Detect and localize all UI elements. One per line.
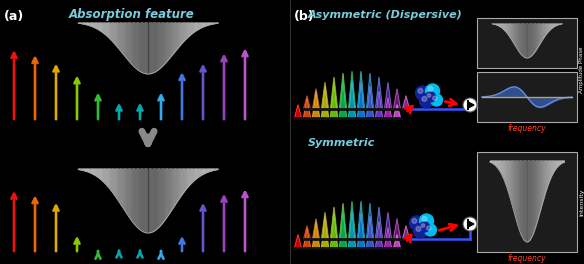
Polygon shape xyxy=(304,228,311,248)
Polygon shape xyxy=(339,73,346,109)
Circle shape xyxy=(428,86,433,91)
Circle shape xyxy=(419,94,433,108)
Polygon shape xyxy=(384,212,391,239)
Circle shape xyxy=(425,224,436,236)
Circle shape xyxy=(419,214,433,228)
Polygon shape xyxy=(322,216,328,248)
Polygon shape xyxy=(376,91,383,118)
Text: (b): (b) xyxy=(294,10,315,23)
Polygon shape xyxy=(312,219,319,239)
Polygon shape xyxy=(339,80,346,118)
Polygon shape xyxy=(349,71,356,109)
Polygon shape xyxy=(357,82,364,118)
Polygon shape xyxy=(322,86,328,118)
Polygon shape xyxy=(376,221,383,248)
Polygon shape xyxy=(331,77,338,109)
Text: (a): (a) xyxy=(4,10,25,23)
Polygon shape xyxy=(304,96,311,109)
Text: frequency: frequency xyxy=(507,254,546,263)
Polygon shape xyxy=(394,89,401,109)
Polygon shape xyxy=(367,203,374,239)
Circle shape xyxy=(433,96,437,100)
Text: Symmetric: Symmetric xyxy=(308,138,376,148)
Circle shape xyxy=(416,227,421,231)
Polygon shape xyxy=(331,207,338,239)
Polygon shape xyxy=(394,105,401,118)
Circle shape xyxy=(463,217,477,231)
Text: Intensity: Intensity xyxy=(579,188,584,216)
Polygon shape xyxy=(331,82,338,118)
Circle shape xyxy=(409,216,423,230)
Polygon shape xyxy=(294,105,301,118)
Polygon shape xyxy=(367,216,374,248)
Circle shape xyxy=(422,216,427,221)
Circle shape xyxy=(412,218,417,223)
Polygon shape xyxy=(312,91,319,118)
Circle shape xyxy=(427,94,431,97)
Circle shape xyxy=(418,88,423,93)
Polygon shape xyxy=(468,221,474,227)
Polygon shape xyxy=(384,82,391,109)
Polygon shape xyxy=(331,212,338,248)
Circle shape xyxy=(415,86,429,100)
Text: frequency: frequency xyxy=(507,124,546,133)
Polygon shape xyxy=(384,98,391,118)
Polygon shape xyxy=(357,201,364,239)
Circle shape xyxy=(463,98,477,112)
Polygon shape xyxy=(367,86,374,118)
Polygon shape xyxy=(312,221,319,248)
Circle shape xyxy=(421,224,425,227)
Circle shape xyxy=(426,84,440,98)
Polygon shape xyxy=(349,80,356,118)
Polygon shape xyxy=(394,235,401,248)
Polygon shape xyxy=(376,77,383,109)
Polygon shape xyxy=(468,102,474,108)
Polygon shape xyxy=(322,212,328,239)
Polygon shape xyxy=(304,226,311,239)
Polygon shape xyxy=(394,219,401,239)
Bar xyxy=(477,152,577,252)
Polygon shape xyxy=(349,201,356,239)
Polygon shape xyxy=(357,71,364,109)
Circle shape xyxy=(426,92,436,102)
Polygon shape xyxy=(376,207,383,239)
Circle shape xyxy=(413,224,427,238)
Circle shape xyxy=(422,96,427,101)
Polygon shape xyxy=(367,73,374,109)
Polygon shape xyxy=(357,212,364,248)
Polygon shape xyxy=(294,235,301,248)
Circle shape xyxy=(426,226,431,230)
Polygon shape xyxy=(402,226,409,239)
Polygon shape xyxy=(339,210,346,248)
Circle shape xyxy=(430,94,443,106)
Text: Amplitude Phase: Amplitude Phase xyxy=(579,47,584,93)
Text: Asymmetric (Dispersive): Asymmetric (Dispersive) xyxy=(308,10,463,20)
Polygon shape xyxy=(402,96,409,109)
Polygon shape xyxy=(339,203,346,239)
Polygon shape xyxy=(384,228,391,248)
Circle shape xyxy=(419,222,429,232)
Polygon shape xyxy=(349,210,356,248)
Polygon shape xyxy=(322,82,328,109)
Polygon shape xyxy=(312,89,319,109)
Bar xyxy=(477,72,577,122)
Polygon shape xyxy=(304,98,311,118)
Text: Absorption feature: Absorption feature xyxy=(69,8,195,21)
Bar xyxy=(477,18,577,68)
